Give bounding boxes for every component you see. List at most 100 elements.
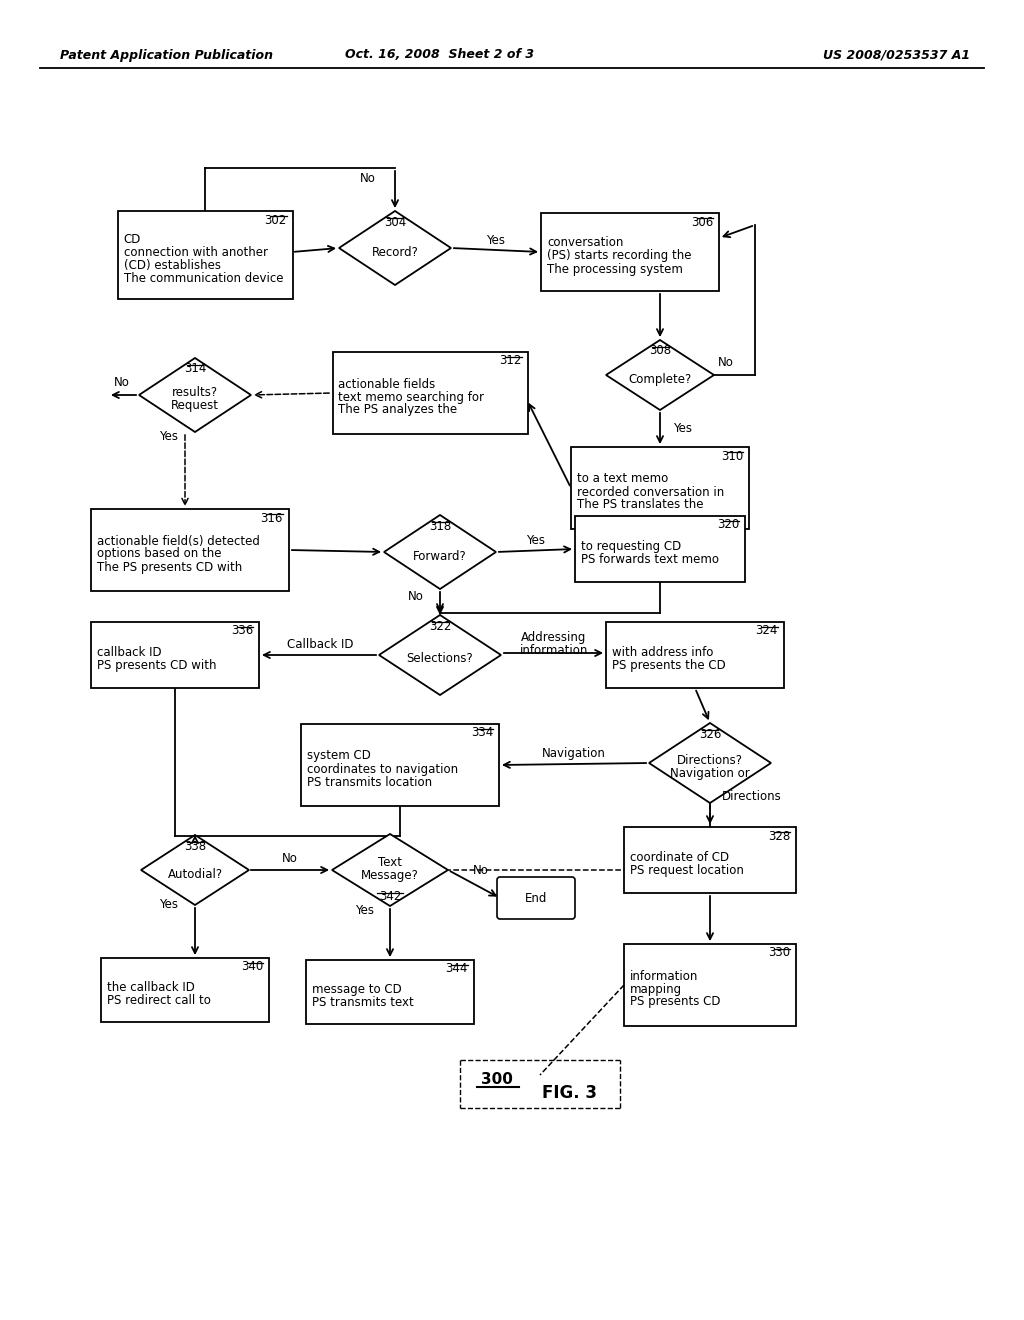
Text: 324: 324 [756,624,778,638]
Text: 310: 310 [721,450,743,462]
Text: text memo searching for: text memo searching for [339,391,484,404]
Text: PS forwards text memo: PS forwards text memo [581,553,719,566]
Text: to requesting CD: to requesting CD [581,540,681,553]
Text: 318: 318 [429,520,452,532]
Text: PS presents CD with: PS presents CD with [97,659,216,672]
Text: 312: 312 [499,355,521,367]
Text: information: information [520,644,588,656]
Text: actionable fields: actionable fields [339,378,436,391]
Text: callback ID: callback ID [97,645,162,659]
Text: 304: 304 [384,215,407,228]
Polygon shape [141,836,249,906]
Text: Addressing: Addressing [521,631,587,644]
Bar [624,828,796,894]
Text: PS transmits text: PS transmits text [312,997,414,1008]
Polygon shape [339,211,451,285]
Bar [301,723,499,807]
Bar [575,516,745,582]
Text: Yes: Yes [159,899,178,912]
Text: 330: 330 [768,946,790,960]
Text: 338: 338 [184,840,206,853]
Bar [624,944,796,1026]
Text: 344: 344 [445,962,468,975]
Bar [606,622,784,688]
Text: (PS) starts recording the: (PS) starts recording the [547,249,691,263]
Text: connection with another: connection with another [124,246,267,259]
Bar [333,352,527,434]
Bar [118,211,293,300]
Text: PS presents CD: PS presents CD [630,995,721,1008]
Text: message to CD: message to CD [312,983,401,997]
Text: Text: Text [378,855,402,869]
Text: Directions: Directions [722,791,781,804]
Text: No: No [282,853,298,866]
Text: 334: 334 [471,726,493,739]
Polygon shape [332,834,449,906]
Text: Navigation or: Navigation or [670,767,750,780]
Text: information: information [630,969,698,982]
Text: PS transmits location: PS transmits location [307,776,432,788]
Text: No: No [718,356,734,370]
Text: 302: 302 [264,214,287,227]
Text: 308: 308 [649,345,671,358]
Text: Selections?: Selections? [407,652,473,665]
Text: coordinate of CD: coordinate of CD [630,851,729,865]
Text: Yes: Yes [355,903,374,916]
Polygon shape [139,358,251,432]
Text: Patent Application Publication: Patent Application Publication [60,49,273,62]
Text: Yes: Yes [526,535,546,548]
Text: 340: 340 [241,961,263,974]
Text: conversation: conversation [547,236,624,249]
Text: Complete?: Complete? [629,372,691,385]
Text: 314: 314 [184,363,206,375]
Text: No: No [114,376,130,389]
Text: No: No [360,172,376,185]
Polygon shape [384,515,496,589]
Text: No: No [409,590,424,602]
Text: 306: 306 [691,215,713,228]
Text: Callback ID: Callback ID [287,638,353,651]
Text: CD: CD [124,234,141,246]
Text: mapping: mapping [630,982,682,995]
Text: 342: 342 [379,891,401,903]
Bar [101,958,269,1022]
Text: Yes: Yes [673,421,692,434]
Bar [306,960,474,1024]
Text: FIG. 3: FIG. 3 [543,1084,597,1102]
Text: PS redirect call to: PS redirect call to [106,994,211,1007]
Bar [91,622,259,688]
Text: Yes: Yes [486,235,506,248]
Text: Navigation: Navigation [542,747,606,759]
Text: Yes: Yes [159,430,178,444]
Text: 322: 322 [429,619,452,632]
Text: Directions?: Directions? [677,754,743,767]
Text: coordinates to navigation: coordinates to navigation [307,763,458,776]
Text: Record?: Record? [372,246,419,259]
Text: The processing system: The processing system [547,263,683,276]
Text: the callback ID: the callback ID [106,981,195,994]
Text: Autodial?: Autodial? [168,867,222,880]
Text: 326: 326 [698,727,721,741]
Text: PS presents the CD: PS presents the CD [612,659,726,672]
Polygon shape [606,341,714,411]
Text: 320: 320 [717,519,739,532]
Text: system CD: system CD [307,750,371,763]
Text: recorded conversation in: recorded conversation in [577,486,724,499]
Text: 300: 300 [481,1072,513,1088]
Text: results?: results? [172,385,218,399]
Text: Message?: Message? [361,869,419,882]
Polygon shape [649,723,771,803]
Text: No: No [473,865,488,878]
Text: Forward?: Forward? [413,549,467,562]
Text: PS request location: PS request location [630,865,743,876]
Text: options based on the: options based on the [97,548,221,561]
Text: The communication device: The communication device [124,272,283,285]
Text: to a text memo: to a text memo [577,473,669,486]
Text: (CD) establishes: (CD) establishes [124,259,220,272]
Text: US 2008/0253537 A1: US 2008/0253537 A1 [823,49,970,62]
Text: The PS analyzes the: The PS analyzes the [339,404,458,417]
Text: End: End [525,891,547,904]
Text: 316: 316 [261,511,283,524]
Text: The PS translates the: The PS translates the [577,499,703,511]
Text: 336: 336 [230,624,253,638]
